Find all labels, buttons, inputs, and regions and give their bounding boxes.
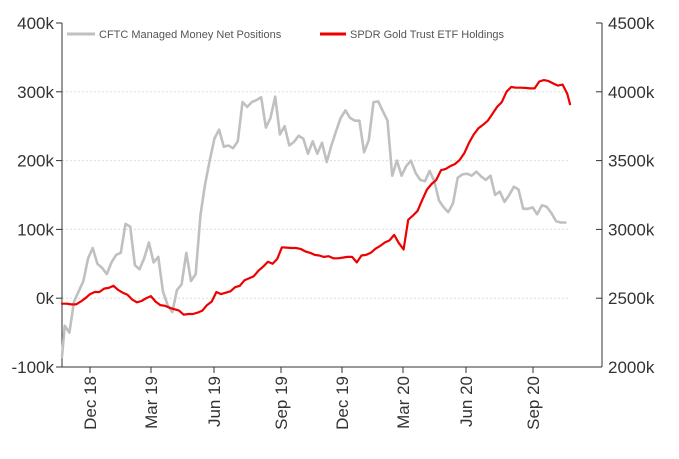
left-tick-label: -100k: [11, 358, 54, 377]
right-tick-label: 3000k: [608, 220, 655, 239]
series-lines: [60, 78, 572, 359]
x-tick-label: Dec 19: [333, 376, 352, 430]
right-tick-label: 3500k: [608, 152, 655, 171]
right-tick-label: 2000k: [608, 358, 655, 377]
series-line-cftc: [60, 95, 567, 359]
x-axis-tick-labels: Dec 18 Mar 19 Jun 19 Sep 19 Dec 19 Mar 20 Jun …: [81, 376, 543, 430]
right-axis-tick-labels: 4500k 4000k 3500k 3000k 2500k 2000k: [608, 14, 655, 377]
legend: CFTC Managed Money Net Positions SPDR Go…: [67, 29, 505, 41]
x-tick-label: Sep 20: [524, 376, 543, 430]
legend-label-cftc: CFTC Managed Money Net Positions: [99, 29, 282, 41]
legend-label-spdr: SPDR Gold Trust ETF Holdings: [350, 29, 505, 41]
right-tick-label: 4000k: [608, 83, 655, 102]
left-tick-label: 300k: [17, 83, 54, 102]
x-tick-label: Mar 19: [142, 376, 161, 429]
left-tick-label: 100k: [17, 220, 54, 239]
left-tick-label: 200k: [17, 152, 54, 171]
left-tick-label: 400k: [17, 14, 54, 33]
x-tick-label: Jun 20: [457, 376, 476, 427]
x-tick-label: Mar 20: [394, 376, 413, 429]
x-tick-label: Sep 19: [272, 376, 291, 430]
left-axis-tick-labels: 400k 300k 200k 100k 0k -100k: [11, 14, 54, 377]
right-tick-label: 2500k: [608, 289, 655, 308]
axes: [56, 22, 603, 373]
series-line-spdr: [60, 78, 572, 316]
x-tick-label: Dec 18: [81, 376, 100, 430]
right-tick-label: 4500k: [608, 14, 655, 33]
left-tick-label: 0k: [36, 289, 54, 308]
x-tick-label: Jun 19: [205, 376, 224, 427]
